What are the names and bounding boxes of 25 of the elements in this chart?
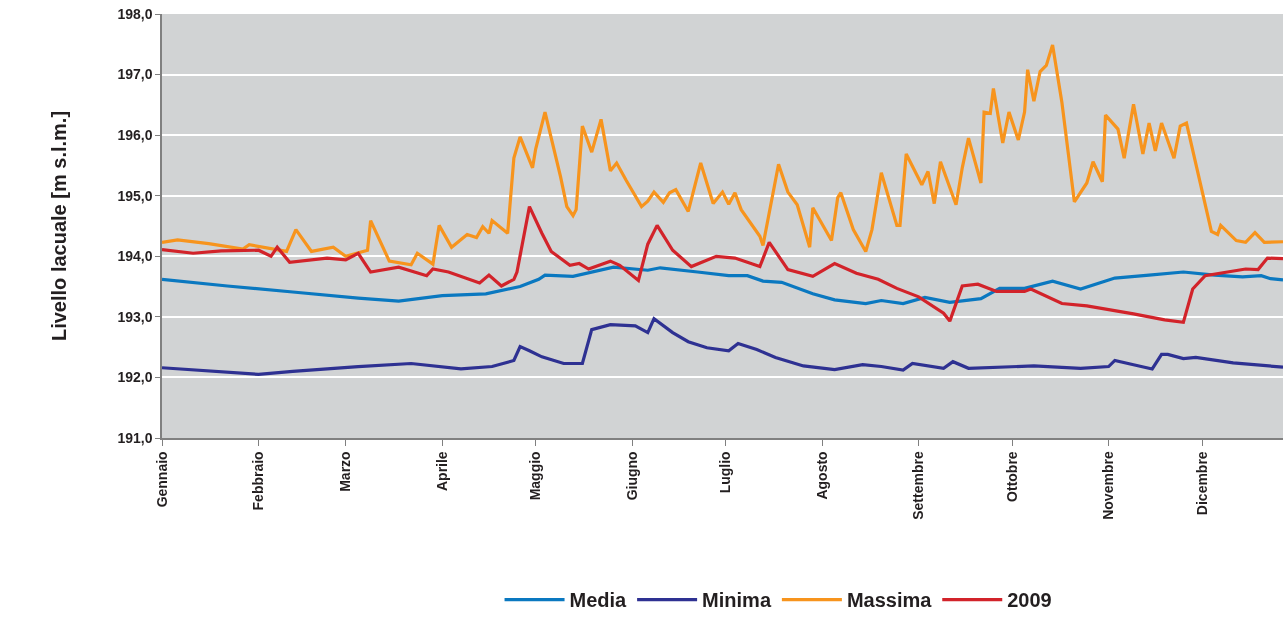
- x-tick-label: Dicembre: [1193, 451, 1210, 516]
- y-tick-label: 195,0: [117, 187, 153, 204]
- x-tick-label: Aprile: [433, 451, 450, 492]
- y-tick-label: 194,0: [117, 248, 153, 265]
- x-tick-label: Maggio: [527, 451, 544, 501]
- x-tick-label: Luglio: [717, 451, 734, 494]
- y-tick-label: 198,0: [117, 5, 153, 22]
- y-tick-label: 191,0: [117, 429, 153, 446]
- y-axis-title: Livello lacuale [m s.l.m.]: [48, 110, 71, 342]
- y-tick-label: 193,0: [117, 308, 153, 325]
- x-tick-label: Agosto: [813, 451, 830, 500]
- x-tick-label: Gennaio: [153, 451, 170, 508]
- x-tick-label: Marzo: [337, 451, 354, 492]
- legend-label: Minima: [702, 589, 772, 612]
- x-tick-label: Febbraio: [250, 451, 267, 511]
- legend-label: Media: [569, 589, 628, 612]
- x-tick-label: Ottobre: [1003, 451, 1020, 502]
- legend-label: Massima: [846, 589, 933, 612]
- y-tick-label: 197,0: [117, 66, 153, 83]
- y-tick-label: 196,0: [117, 127, 153, 144]
- y-tick-label: 192,0: [117, 369, 153, 386]
- x-tick-label: Settembre: [910, 451, 927, 520]
- legend-label: 2009: [1007, 589, 1052, 612]
- x-tick-label: Novembre: [1100, 451, 1117, 520]
- x-tick-label: Giugno: [623, 451, 640, 501]
